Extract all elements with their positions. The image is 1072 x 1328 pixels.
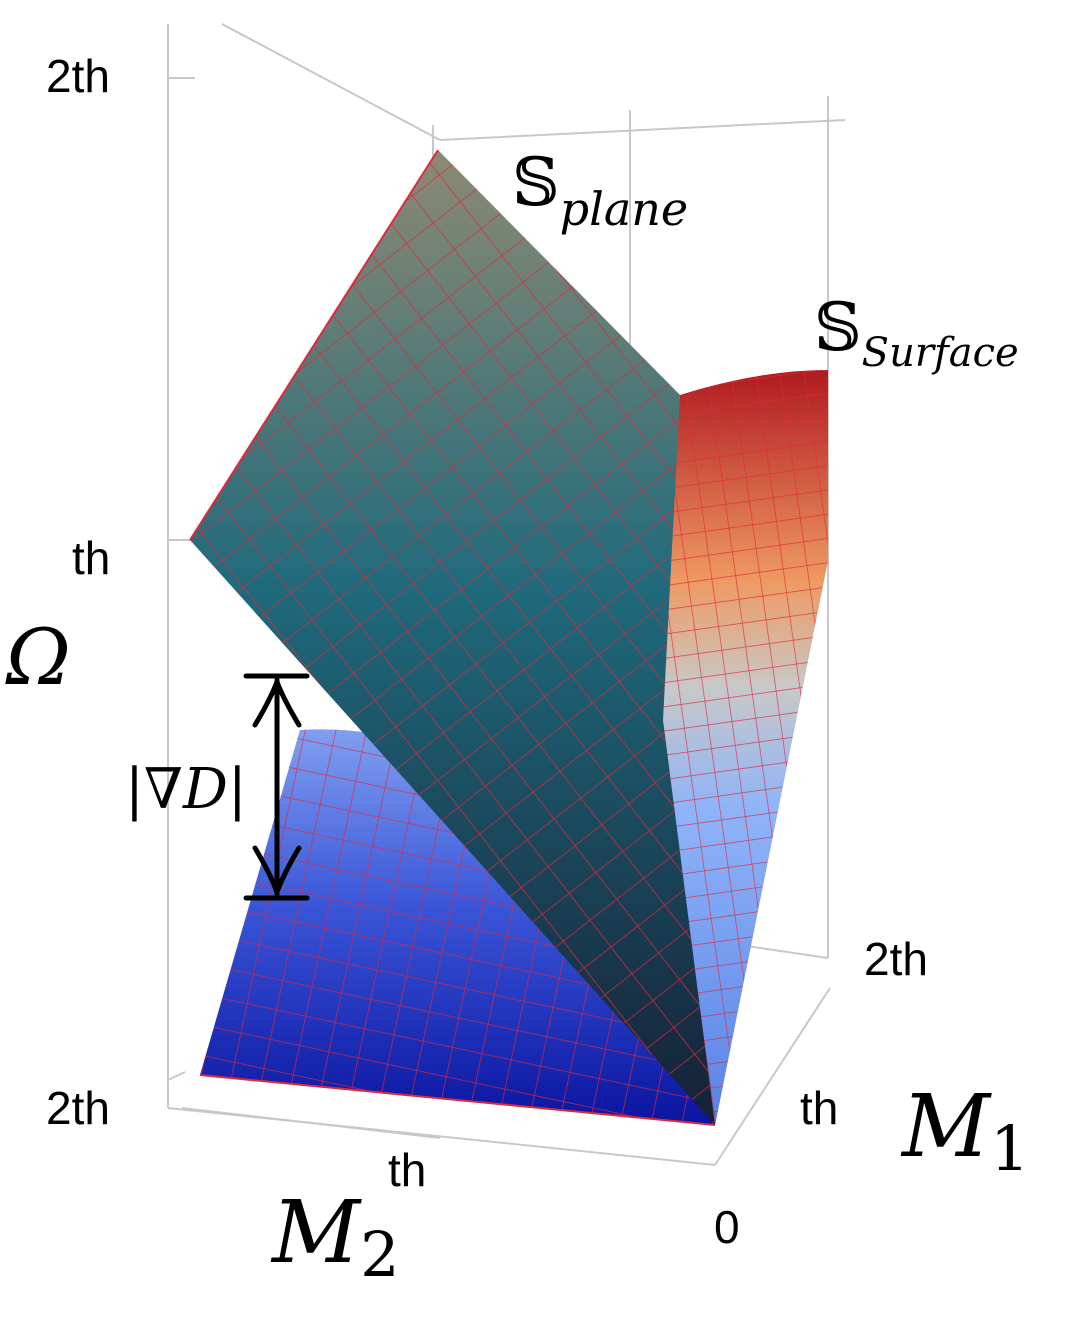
z-tick-th: th [72, 532, 110, 584]
plane-edge [189, 149, 439, 541]
plane-label-sub: plane [560, 182, 688, 236]
z-axis-label: Ω [5, 613, 71, 703]
m1-axis-label: M1 [900, 1077, 1030, 1185]
m2-axis-label: M2 [270, 1183, 400, 1291]
surface-label: 𝕊Surface [814, 289, 1019, 376]
surface-label-sub: Surface [862, 330, 1019, 376]
m1-axis-label-sub: 1 [990, 1112, 1029, 1185]
m1-tick-0: 0 [714, 1201, 740, 1253]
m2-axis-label-sub: 2 [360, 1218, 399, 1291]
surface-lower-mesh [200, 729, 715, 1125]
gap-label: |∇D| [125, 757, 247, 822]
plane-label-symbol: 𝕊 [512, 144, 560, 221]
m2-axis-label-main: M [270, 1183, 362, 1283]
m1-tick-2th: 2th [864, 933, 928, 985]
surface-label-symbol: 𝕊 [814, 289, 862, 366]
m1-axis-label-main: M [900, 1077, 992, 1177]
plane-label: 𝕊plane [512, 144, 688, 236]
z-tick-2th: 2th [46, 50, 110, 102]
m1-tick-th: th [800, 1082, 838, 1134]
surface-upper-mesh [662, 370, 828, 1125]
plane-mesh [190, 150, 715, 1125]
gap-arrow [243, 673, 310, 901]
surface-lower-edge [199, 1074, 716, 1126]
m2-tick-th: th [388, 1144, 426, 1196]
m2-tick-2th: 2th [46, 1082, 110, 1134]
